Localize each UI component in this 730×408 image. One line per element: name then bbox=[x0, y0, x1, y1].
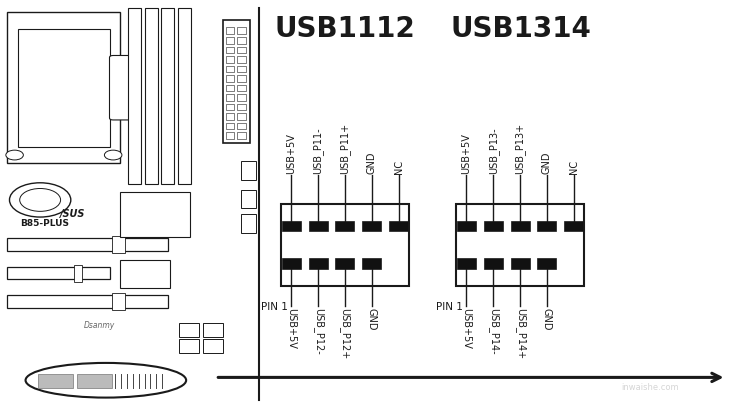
Bar bbox=[281, 204, 409, 286]
Bar bbox=[226, 84, 234, 91]
Text: USB_P13-: USB_P13- bbox=[488, 127, 499, 174]
Bar bbox=[112, 293, 125, 310]
Bar bbox=[226, 37, 234, 44]
Text: USB1112: USB1112 bbox=[275, 15, 415, 42]
Bar bbox=[484, 258, 503, 269]
Bar bbox=[128, 8, 141, 184]
Bar bbox=[223, 20, 250, 143]
Bar bbox=[226, 104, 234, 110]
Bar bbox=[241, 190, 255, 208]
Bar bbox=[120, 192, 190, 237]
Text: PIN 1: PIN 1 bbox=[261, 302, 288, 312]
Bar bbox=[226, 47, 234, 53]
Bar bbox=[145, 8, 158, 184]
Bar bbox=[241, 161, 255, 180]
Bar bbox=[226, 75, 234, 82]
Text: USB+5V: USB+5V bbox=[286, 133, 296, 174]
Bar bbox=[112, 236, 125, 253]
Bar bbox=[179, 323, 199, 337]
Bar bbox=[203, 323, 223, 337]
Text: USB_P11-: USB_P11- bbox=[312, 127, 323, 174]
Bar bbox=[282, 221, 301, 231]
Bar bbox=[309, 258, 328, 269]
Bar bbox=[38, 374, 73, 388]
Bar bbox=[226, 94, 234, 101]
Bar bbox=[226, 113, 234, 120]
Circle shape bbox=[104, 150, 122, 160]
Bar bbox=[237, 47, 246, 53]
Bar bbox=[226, 132, 234, 139]
Bar bbox=[456, 204, 584, 286]
Bar bbox=[237, 123, 246, 129]
Text: USB+5V: USB+5V bbox=[461, 133, 472, 174]
Bar bbox=[77, 374, 112, 388]
Bar bbox=[241, 214, 255, 233]
Bar bbox=[237, 75, 246, 82]
Text: B85-PLUS: B85-PLUS bbox=[20, 220, 69, 228]
Bar bbox=[7, 267, 109, 279]
Bar bbox=[203, 339, 223, 353]
Bar bbox=[336, 258, 355, 269]
Bar bbox=[336, 221, 355, 231]
FancyBboxPatch shape bbox=[110, 55, 135, 120]
Text: USB_P14+: USB_P14+ bbox=[515, 308, 526, 359]
Circle shape bbox=[6, 150, 23, 160]
Bar bbox=[226, 66, 234, 72]
Text: GND: GND bbox=[366, 308, 377, 330]
Bar bbox=[511, 221, 530, 231]
Bar bbox=[362, 221, 381, 231]
Text: GND: GND bbox=[366, 151, 377, 174]
Bar bbox=[237, 84, 246, 91]
Text: USB_P12-: USB_P12- bbox=[312, 308, 323, 355]
Bar bbox=[226, 27, 234, 34]
Bar bbox=[282, 258, 301, 269]
Bar bbox=[120, 260, 170, 288]
Text: GND: GND bbox=[542, 151, 552, 174]
Text: /SUS: /SUS bbox=[60, 209, 85, 219]
Bar bbox=[226, 56, 234, 62]
Text: USB+5V: USB+5V bbox=[286, 308, 296, 348]
Bar bbox=[237, 132, 246, 139]
Text: USB_P12+: USB_P12+ bbox=[339, 308, 350, 359]
Bar bbox=[564, 221, 583, 231]
Text: USB_P11+: USB_P11+ bbox=[339, 123, 350, 174]
Bar bbox=[7, 295, 168, 308]
Bar bbox=[7, 12, 120, 163]
Bar bbox=[237, 104, 246, 110]
Bar bbox=[537, 258, 556, 269]
Bar bbox=[237, 56, 246, 62]
Text: PIN 1: PIN 1 bbox=[436, 302, 463, 312]
Bar bbox=[74, 265, 82, 282]
Bar bbox=[237, 37, 246, 44]
Bar bbox=[237, 27, 246, 34]
Bar bbox=[18, 29, 110, 147]
Text: NC: NC bbox=[569, 160, 579, 174]
Bar bbox=[178, 8, 191, 184]
Bar bbox=[237, 94, 246, 101]
Bar bbox=[362, 258, 381, 269]
Text: GND: GND bbox=[542, 308, 552, 330]
Text: inwaishe.com: inwaishe.com bbox=[621, 383, 678, 392]
Text: USB_P14-: USB_P14- bbox=[488, 308, 499, 354]
Bar bbox=[179, 339, 199, 353]
Bar bbox=[389, 221, 408, 231]
Text: USB_P13+: USB_P13+ bbox=[515, 123, 526, 174]
Text: NC: NC bbox=[393, 160, 404, 174]
Bar bbox=[309, 221, 328, 231]
Text: USB+5V: USB+5V bbox=[461, 308, 472, 348]
Bar bbox=[511, 258, 530, 269]
Text: Dsanmy: Dsanmy bbox=[84, 322, 115, 330]
Bar bbox=[457, 258, 476, 269]
Bar bbox=[237, 66, 246, 72]
Circle shape bbox=[9, 183, 71, 217]
Circle shape bbox=[20, 188, 61, 211]
Bar bbox=[537, 221, 556, 231]
Bar bbox=[484, 221, 503, 231]
Text: USB1314: USB1314 bbox=[450, 15, 591, 42]
Bar bbox=[226, 123, 234, 129]
Bar bbox=[457, 221, 476, 231]
Bar bbox=[7, 238, 168, 251]
Bar bbox=[161, 8, 174, 184]
Bar bbox=[237, 113, 246, 120]
